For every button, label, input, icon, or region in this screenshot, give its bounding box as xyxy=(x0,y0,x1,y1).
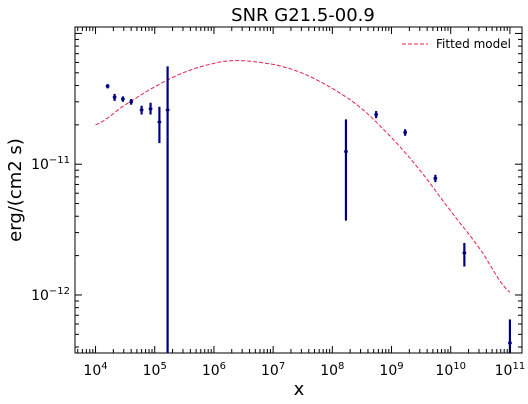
x-tick-label: 104 xyxy=(83,361,107,379)
data-point xyxy=(112,93,117,101)
ticks-layer: 104 105 106 107 108 109 1010 1011 10−11 10−12 xyxy=(31,27,525,379)
x-tick-label: 106 xyxy=(202,361,226,379)
point-marker xyxy=(121,97,125,101)
x-tick-label: 107 xyxy=(261,361,285,379)
data-point xyxy=(129,99,133,105)
point-marker xyxy=(344,150,348,153)
point-marker xyxy=(508,341,512,345)
legend-model-label: Fitted model xyxy=(436,37,511,51)
y-axis-label: erg/(cm2 s) xyxy=(5,138,26,242)
point-marker xyxy=(462,251,467,255)
point-marker xyxy=(148,107,153,111)
y-tick-label: 10−11 xyxy=(31,155,70,173)
data-point xyxy=(374,111,378,119)
data-point xyxy=(165,66,170,353)
point-marker xyxy=(403,131,407,134)
points-layer xyxy=(105,66,512,353)
data-point xyxy=(433,174,438,183)
point-marker xyxy=(157,120,162,124)
model-layer xyxy=(95,60,511,293)
data-point xyxy=(403,129,407,136)
point-marker xyxy=(105,84,110,88)
data-point xyxy=(148,102,153,115)
x-tick-label: 108 xyxy=(320,361,344,379)
x-tick-label: 1010 xyxy=(435,361,466,379)
data-point xyxy=(157,106,162,144)
point-marker xyxy=(139,108,144,112)
chart-title: SNR G21.5-00.9 xyxy=(231,5,375,26)
y-tick-label: 10−12 xyxy=(31,286,70,304)
data-point xyxy=(344,119,348,221)
point-marker xyxy=(374,113,378,116)
x-axis-label: x xyxy=(294,379,305,400)
point-marker xyxy=(112,96,117,99)
data-point xyxy=(139,105,144,115)
point-marker xyxy=(165,108,170,112)
x-tick-label: 109 xyxy=(379,361,403,379)
model-line xyxy=(95,60,511,293)
data-point xyxy=(105,84,110,89)
plot-area xyxy=(74,26,523,354)
point-marker xyxy=(433,177,438,180)
point-marker xyxy=(129,100,133,104)
x-tick-label: 1011 xyxy=(495,361,526,379)
data-point xyxy=(121,96,125,102)
x-tick-label: 105 xyxy=(143,361,167,379)
legend: Fitted model xyxy=(402,37,511,51)
data-point xyxy=(462,242,467,267)
